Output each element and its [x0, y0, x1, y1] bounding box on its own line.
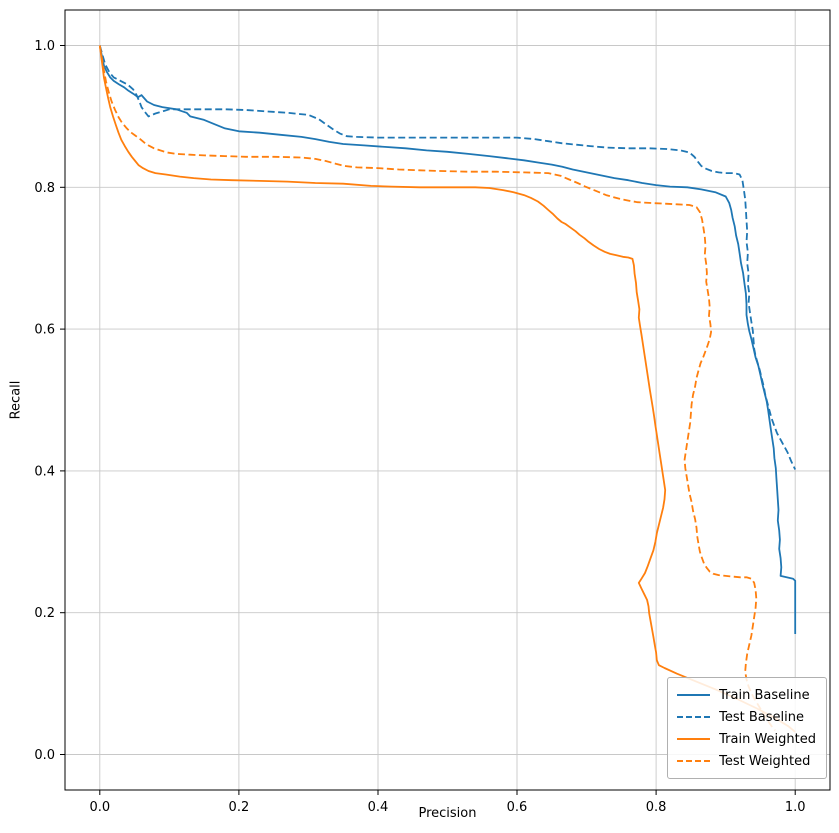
- y-tick-label: 0.0: [34, 748, 55, 763]
- legend-line-sample: [677, 738, 711, 740]
- legend-item-label: Test Baseline: [719, 709, 804, 725]
- y-tick-label: 0.2: [34, 606, 55, 621]
- x-axis-label: Precision: [418, 806, 477, 821]
- y-tick-label: 0.8: [34, 181, 55, 196]
- legend-line-sample: [677, 716, 711, 718]
- legend-item: Test Baseline: [677, 706, 816, 728]
- legend-line-sample: [677, 760, 711, 762]
- legend: Train Baseline Test Baseline Train Weigh…: [667, 677, 827, 779]
- x-tick-label: 0.2: [229, 800, 250, 815]
- legend-item-label: Train Weighted: [719, 731, 816, 747]
- train-weighted-line: [98, 45, 796, 733]
- legend-item-label: Test Weighted: [719, 753, 811, 769]
- x-tick-label: 0.8: [646, 800, 667, 815]
- y-axis-label: Recall: [8, 380, 24, 420]
- y-tick-label: 1.0: [34, 39, 55, 54]
- y-tick-label: 0.6: [34, 323, 55, 338]
- legend-item: Train Baseline: [677, 684, 816, 706]
- plot-border: [64, 9, 831, 791]
- x-tick-label: 0.4: [368, 800, 389, 815]
- legend-item-label: Train Baseline: [719, 687, 810, 703]
- legend-item: Train Weighted: [677, 728, 816, 750]
- legend-item: Test Weighted: [677, 750, 816, 772]
- train-baseline-line: [98, 45, 797, 634]
- x-tick-label: 1.0: [785, 800, 806, 815]
- x-tick-label: 0.6: [507, 800, 528, 815]
- test-weighted-line: [98, 45, 776, 731]
- y-tick-label: 0.4: [34, 464, 55, 479]
- legend-line-sample: [677, 694, 711, 696]
- x-tick-label: 0.0: [89, 800, 110, 815]
- test-baseline-line: [98, 45, 797, 470]
